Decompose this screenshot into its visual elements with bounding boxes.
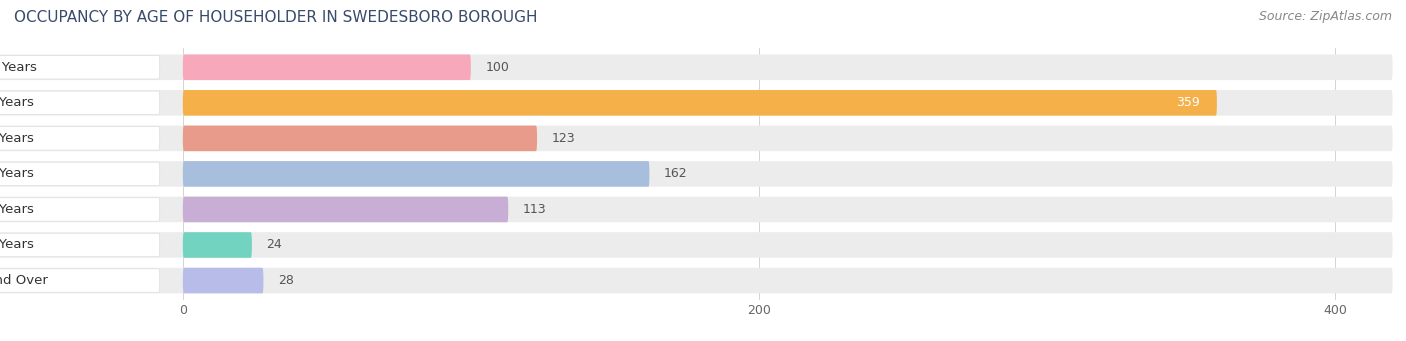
FancyBboxPatch shape (0, 233, 160, 257)
Text: 162: 162 (664, 167, 688, 180)
Text: 45 to 54 Years: 45 to 54 Years (0, 132, 34, 145)
Text: 75 to 84 Years: 75 to 84 Years (0, 238, 34, 252)
Text: 35 to 44 Years: 35 to 44 Years (0, 96, 34, 109)
FancyBboxPatch shape (183, 232, 252, 258)
FancyBboxPatch shape (183, 55, 471, 80)
Text: 113: 113 (523, 203, 547, 216)
Text: Source: ZipAtlas.com: Source: ZipAtlas.com (1258, 10, 1392, 23)
FancyBboxPatch shape (0, 162, 160, 186)
Text: 65 to 74 Years: 65 to 74 Years (0, 203, 34, 216)
FancyBboxPatch shape (0, 125, 1392, 151)
FancyBboxPatch shape (0, 55, 1392, 80)
FancyBboxPatch shape (0, 90, 1392, 116)
FancyBboxPatch shape (0, 198, 160, 221)
FancyBboxPatch shape (183, 268, 263, 293)
FancyBboxPatch shape (183, 90, 1218, 116)
FancyBboxPatch shape (0, 91, 160, 115)
FancyBboxPatch shape (0, 161, 1392, 187)
Text: 24: 24 (266, 238, 283, 252)
FancyBboxPatch shape (0, 56, 160, 79)
FancyBboxPatch shape (0, 197, 1392, 222)
Text: 359: 359 (1175, 96, 1199, 109)
Text: Under 35 Years: Under 35 Years (0, 61, 38, 74)
FancyBboxPatch shape (183, 125, 537, 151)
Text: 55 to 64 Years: 55 to 64 Years (0, 167, 34, 180)
Text: 85 Years and Over: 85 Years and Over (0, 274, 48, 287)
FancyBboxPatch shape (0, 127, 160, 150)
Text: 28: 28 (278, 274, 294, 287)
Text: 123: 123 (551, 132, 575, 145)
FancyBboxPatch shape (183, 197, 509, 222)
FancyBboxPatch shape (0, 269, 160, 292)
Text: OCCUPANCY BY AGE OF HOUSEHOLDER IN SWEDESBORO BOROUGH: OCCUPANCY BY AGE OF HOUSEHOLDER IN SWEDE… (14, 10, 537, 25)
FancyBboxPatch shape (0, 232, 1392, 258)
Text: 100: 100 (485, 61, 509, 74)
FancyBboxPatch shape (0, 268, 1392, 293)
FancyBboxPatch shape (183, 161, 650, 187)
